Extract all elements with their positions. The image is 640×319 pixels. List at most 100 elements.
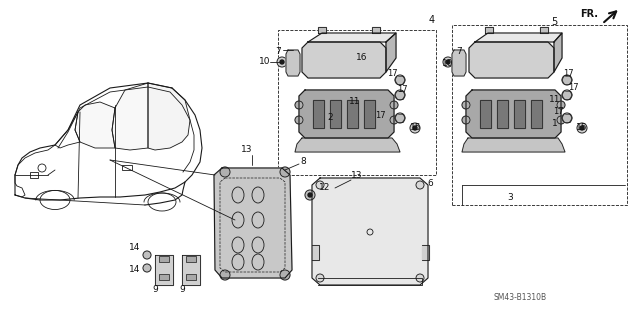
Polygon shape [295,138,400,152]
Text: 9: 9 [152,286,158,294]
Text: 10: 10 [259,57,271,66]
Bar [159,274,169,280]
Bar [364,100,375,128]
Bar [122,165,132,170]
Circle shape [562,113,572,123]
Text: 13: 13 [351,170,363,180]
Polygon shape [286,50,300,76]
Circle shape [308,193,312,197]
Polygon shape [466,90,561,138]
Text: 17: 17 [568,84,579,93]
Polygon shape [462,138,565,152]
Bar [364,100,375,128]
Bar [514,100,525,128]
Circle shape [413,126,417,130]
Bar [313,100,324,128]
Circle shape [390,116,398,124]
Text: 15: 15 [410,123,422,132]
Text: 4: 4 [429,15,435,25]
Text: 3: 3 [507,194,513,203]
Bar [497,100,508,128]
Polygon shape [214,168,292,278]
Bar [186,256,196,262]
Text: 13: 13 [241,145,253,154]
Circle shape [416,181,424,189]
Circle shape [316,274,324,282]
Text: 11: 11 [349,98,361,107]
Polygon shape [148,83,190,150]
Text: 14: 14 [129,265,140,275]
Circle shape [446,60,450,64]
Bar [514,100,525,128]
Polygon shape [372,27,380,33]
Circle shape [295,101,303,109]
Circle shape [410,123,420,133]
Circle shape [280,60,284,64]
Bar [330,100,341,128]
Bar [347,100,358,128]
Text: 17: 17 [553,108,563,116]
Circle shape [562,75,572,85]
Text: 11: 11 [549,95,561,105]
Circle shape [557,101,565,109]
Text: 14: 14 [129,243,140,253]
Bar [497,100,508,128]
Circle shape [395,90,405,100]
Circle shape [280,167,290,177]
Circle shape [562,90,572,100]
Circle shape [395,113,405,123]
Text: 17: 17 [397,85,407,93]
Polygon shape [386,33,396,72]
Circle shape [316,181,324,189]
Bar [278,30,436,175]
Circle shape [395,75,405,85]
Polygon shape [312,245,319,260]
Circle shape [143,264,151,272]
Text: 5: 5 [551,17,557,27]
Polygon shape [299,90,394,138]
Circle shape [580,126,584,130]
Polygon shape [469,42,554,78]
Polygon shape [312,178,428,285]
Polygon shape [554,33,562,72]
Polygon shape [422,245,429,260]
Text: 2: 2 [327,114,333,122]
Circle shape [305,190,315,200]
Bar [159,256,169,262]
Bar [531,100,542,128]
Polygon shape [75,102,115,148]
Circle shape [390,101,398,109]
Circle shape [443,57,453,67]
Polygon shape [452,50,466,76]
Circle shape [295,116,303,124]
Circle shape [557,116,565,124]
Circle shape [416,274,424,282]
Bar [452,25,627,205]
Polygon shape [485,27,493,33]
Text: 8: 8 [300,158,306,167]
Bar [330,100,341,128]
Text: 17: 17 [374,110,385,120]
Text: FR.: FR. [580,9,598,19]
Circle shape [143,251,151,259]
Bar [30,172,38,178]
Bar [186,274,196,280]
Text: 9: 9 [179,286,185,294]
Text: 10: 10 [442,58,454,68]
Circle shape [220,270,230,280]
Text: 6: 6 [427,179,433,188]
Bar [531,100,542,128]
Text: 15: 15 [576,123,588,132]
Circle shape [462,116,470,124]
Circle shape [280,270,290,280]
Polygon shape [155,255,173,285]
Bar [347,100,358,128]
Text: 12: 12 [319,183,331,192]
Polygon shape [182,255,200,285]
Text: 17: 17 [563,69,573,78]
Circle shape [462,101,470,109]
Circle shape [277,57,287,67]
Text: 1: 1 [552,118,558,128]
Bar [480,100,491,128]
Bar [313,100,324,128]
